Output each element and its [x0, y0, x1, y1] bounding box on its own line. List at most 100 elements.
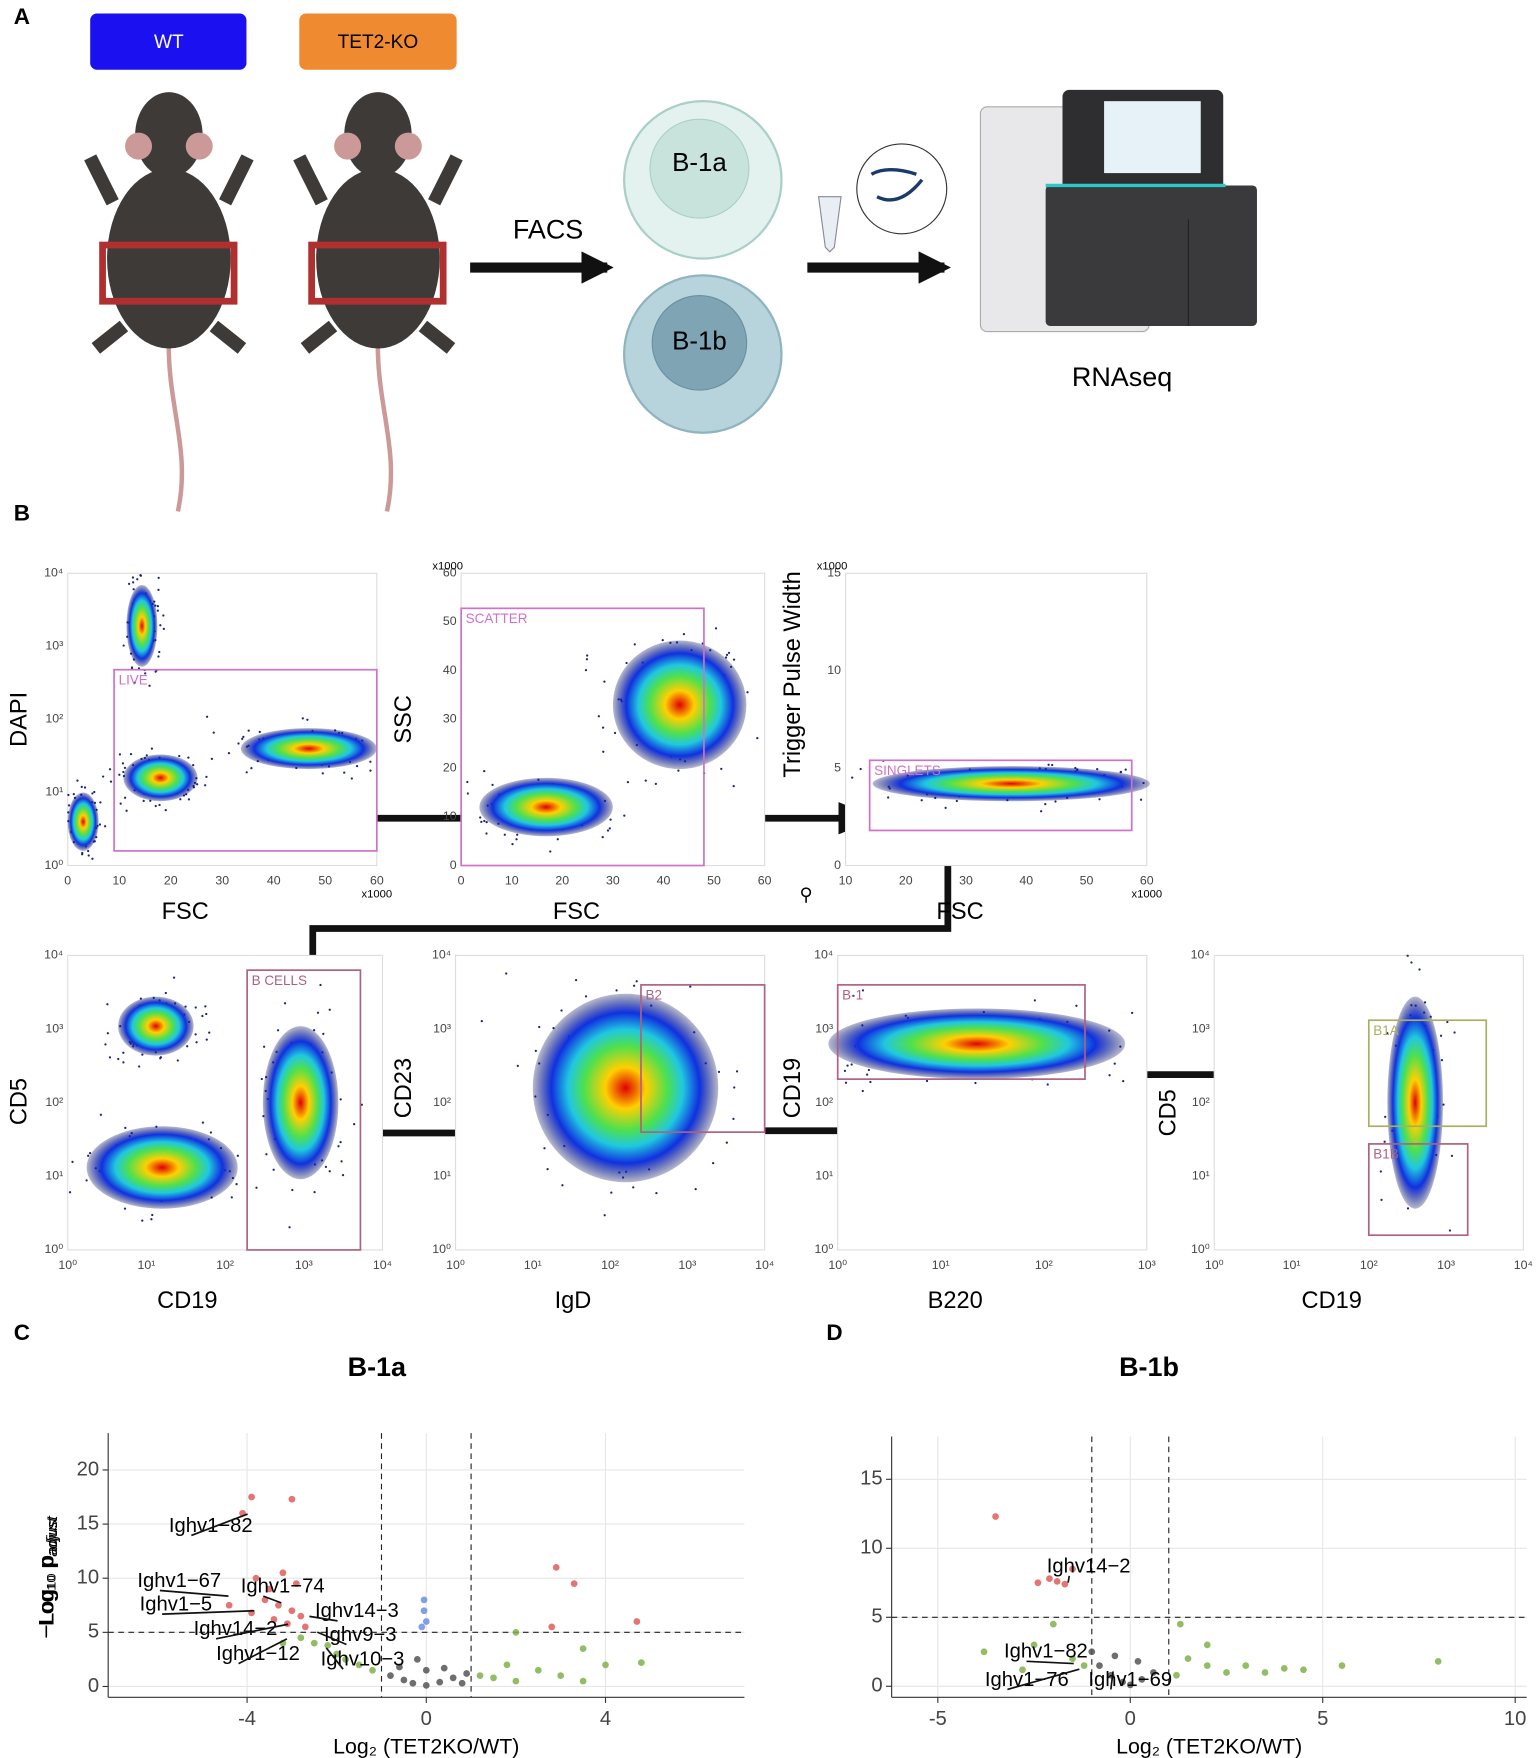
event-dot	[360, 1103, 363, 1106]
x-tick-label: 10¹	[137, 1258, 155, 1272]
event-dot	[123, 1207, 127, 1210]
event-dot	[230, 1196, 233, 1199]
y-tick-label: 10⁰	[45, 858, 64, 872]
event-dot	[483, 819, 486, 823]
gene-label: Ighv14−2	[1047, 1555, 1131, 1577]
x-tick-label: 10¹	[1283, 1258, 1301, 1272]
event-dot	[156, 609, 159, 612]
event-dot	[67, 793, 70, 797]
gene-point	[1150, 1669, 1157, 1676]
event-dot	[157, 588, 160, 591]
event-dot	[1124, 768, 1127, 771]
gene-point	[637, 1659, 645, 1667]
event-dot	[746, 691, 749, 694]
event-dot	[99, 801, 102, 804]
y-tick-label: 10¹	[1192, 1169, 1210, 1183]
y-tick-label: 10⁰	[814, 1242, 833, 1256]
panel-letter: D	[826, 1320, 842, 1345]
x-tick-label: 10⁰	[828, 1258, 847, 1272]
event-dot	[101, 775, 105, 778]
gene-point	[1138, 1675, 1146, 1683]
y-tick-label: 10³	[433, 1021, 451, 1035]
density	[262, 1026, 339, 1180]
y-axis-label: Trigger Pulse Width	[780, 571, 806, 777]
event-dot	[601, 835, 604, 839]
gene-point	[633, 1618, 641, 1625]
event-dot	[613, 731, 617, 735]
density	[126, 584, 158, 667]
event-dot	[205, 1038, 208, 1041]
y-tick-label: 0	[834, 858, 841, 872]
event-dot	[682, 632, 686, 636]
gene-point	[355, 1661, 363, 1669]
event-dot	[543, 1147, 546, 1150]
event-dot	[1383, 1140, 1386, 1143]
event-dot	[87, 1154, 90, 1157]
event-dot	[1113, 1062, 1116, 1065]
event-dot	[154, 670, 157, 673]
event-dot	[846, 1064, 849, 1067]
event-dot	[186, 1045, 189, 1048]
event-dot	[157, 576, 160, 580]
event-dot	[179, 798, 182, 801]
y-axis-label: −Log₁₀ p adjust	[34, 1517, 61, 1639]
density	[240, 728, 377, 770]
y-tick-label: 0	[450, 858, 457, 872]
y-tick-label: 10⁴	[1191, 948, 1210, 962]
event-dot	[1075, 1004, 1078, 1007]
event-dot	[123, 766, 127, 769]
event-dot	[546, 1167, 549, 1171]
event-dot	[154, 804, 157, 808]
gene-point	[1049, 1620, 1057, 1628]
group-box	[90, 13, 247, 70]
event-dot	[1384, 1115, 1387, 1118]
event-dot	[236, 1154, 239, 1157]
y-axis-label-main: −Log₁₀ p	[34, 1557, 58, 1639]
x-axis-label: FSC	[553, 899, 600, 925]
y-tick-label: 20	[443, 760, 457, 774]
y-tick-label: 10³	[1192, 1021, 1210, 1035]
label-leader	[1067, 1575, 1071, 1583]
x-tick-label: 10²	[216, 1258, 234, 1272]
event-dot	[129, 752, 133, 756]
x-tick-label: 10⁴	[1514, 1258, 1533, 1272]
rna-zoom	[856, 143, 948, 235]
event-dot	[106, 1003, 109, 1006]
gene-point	[1096, 1662, 1103, 1669]
gene-point	[413, 1656, 421, 1663]
event-dot	[87, 854, 90, 857]
gene-point	[420, 1607, 428, 1615]
density	[67, 792, 99, 851]
gene-point	[440, 1664, 448, 1672]
event-dot	[511, 843, 514, 846]
y-tick-label: 10⁰	[432, 1242, 451, 1256]
x-tick-label: 0	[458, 874, 465, 888]
gate-label: B1B	[1373, 1147, 1398, 1162]
gene-point	[1338, 1662, 1346, 1669]
event-dot	[720, 767, 723, 770]
event-dot	[341, 1173, 345, 1177]
y-tick-label: 10²	[45, 712, 63, 726]
event-dot	[141, 1053, 144, 1056]
event-dot	[516, 833, 519, 836]
event-dot	[850, 1063, 853, 1066]
x-tick-label: 10²	[1360, 1258, 1378, 1272]
gene-point	[458, 1679, 466, 1687]
event-dot	[615, 989, 618, 992]
gene-point	[1126, 1681, 1134, 1689]
gene-label: Ighv1−67	[137, 1570, 221, 1592]
event-dot	[87, 849, 90, 853]
x-tick-label: 30	[959, 874, 973, 888]
x-tick-label: 30	[215, 874, 229, 888]
gene-point	[449, 1674, 457, 1682]
event-dot	[343, 771, 346, 774]
event-dot	[288, 1226, 291, 1229]
density	[872, 766, 1150, 802]
event-dot	[861, 1089, 864, 1093]
gene-point	[297, 1634, 305, 1642]
x-tick-label: 50	[1080, 874, 1094, 888]
event-dot	[93, 790, 96, 794]
event-dot	[601, 726, 605, 729]
density	[532, 993, 719, 1183]
mouse	[84, 92, 254, 512]
